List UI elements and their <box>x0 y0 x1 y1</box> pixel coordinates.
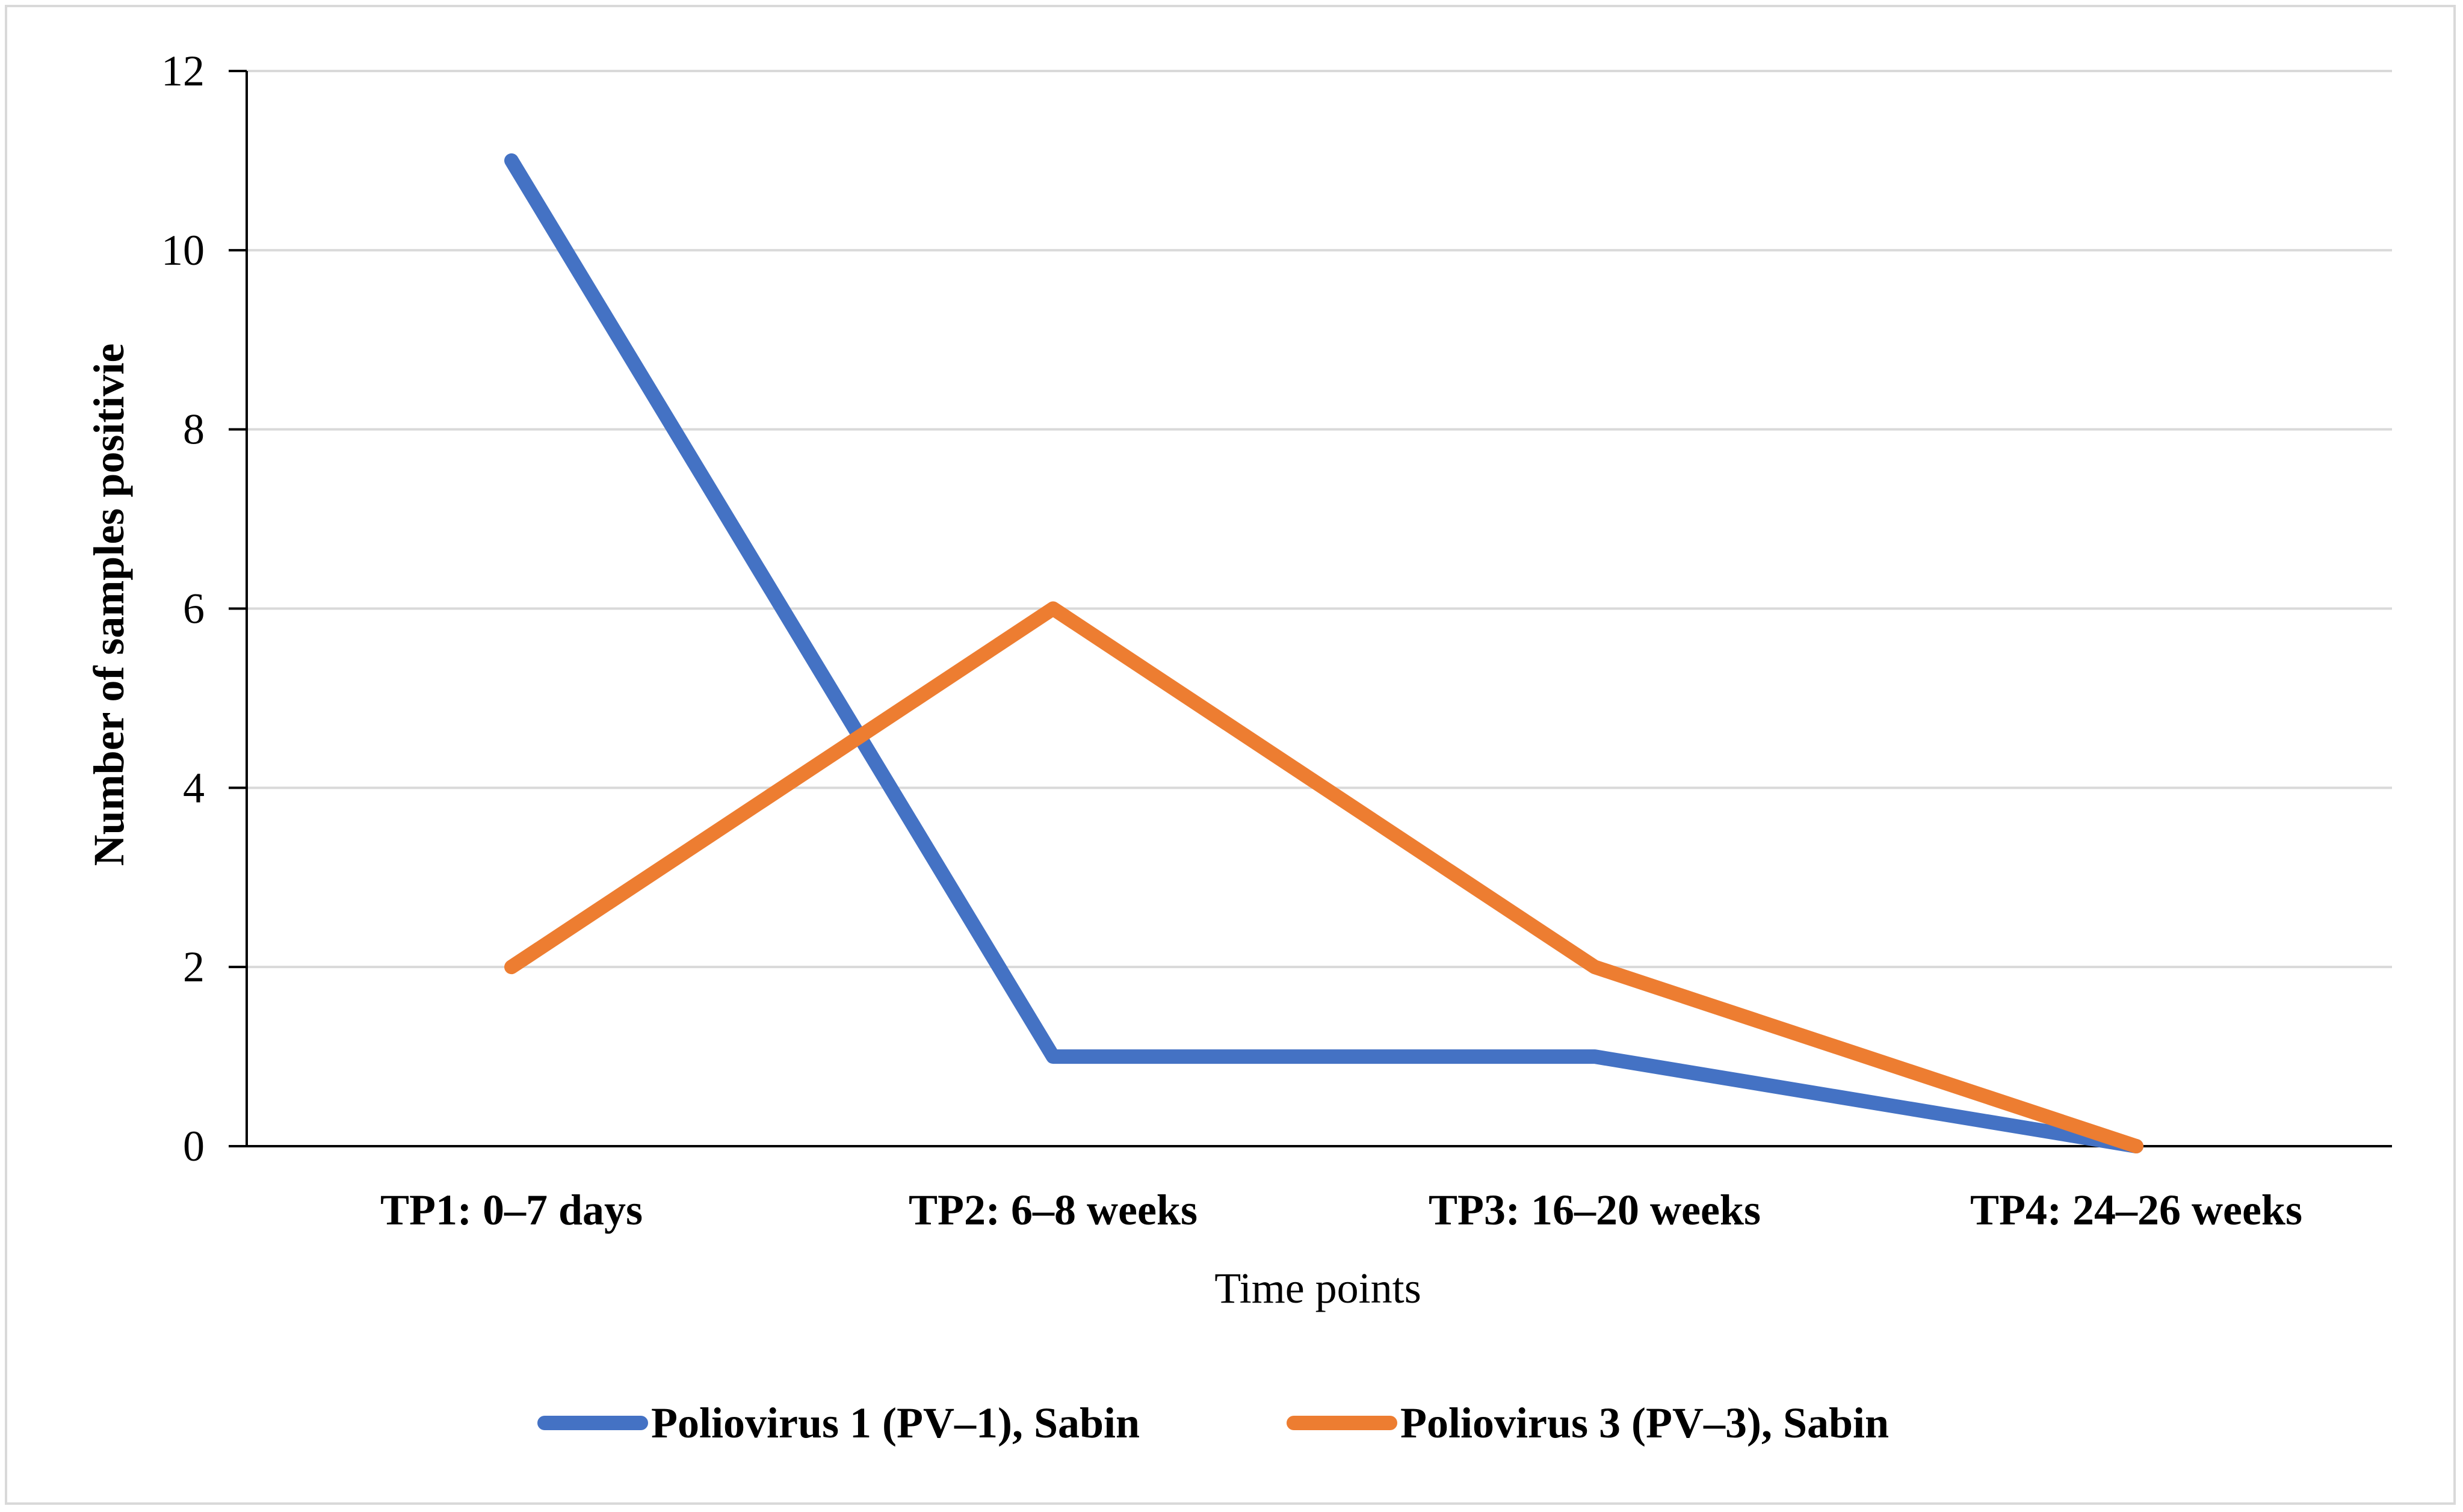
series-line-2 <box>504 601 2143 1153</box>
x-tick-label-1: TP1: 0–7 days <box>380 1186 643 1234</box>
legend-label-1: Poliovirus 1 (PV–1), Sabin <box>651 1399 1140 1447</box>
x-tick-label-2: TP2: 6–8 weeks <box>909 1186 1198 1234</box>
gridlines <box>247 70 2392 969</box>
series-lines <box>504 153 2143 1153</box>
x-axis-tick-labels: TP1: 0–7 days TP2: 6–8 weeks TP3: 16–20 we… <box>380 1186 2302 1234</box>
series-line-1 <box>504 153 2143 1153</box>
y-tick-label-6: 6 <box>183 585 205 633</box>
y-tick-label-10: 10 <box>161 226 205 274</box>
legend: Poliovirus 1 (PV–1), Sabin Poliovirus 3 (… <box>537 1399 1889 1447</box>
y-tick-label-0: 0 <box>183 1122 205 1170</box>
x-axis-title: Time points <box>1214 1264 1421 1312</box>
legend-label-2: Poliovirus 3 (PV–3), Sabin <box>1400 1399 1889 1447</box>
y-axis-ticks: 0 2 4 6 8 10 12 <box>161 47 247 1170</box>
x-tick-label-3: TP3: 16–20 weeks <box>1429 1186 1761 1234</box>
chart-frame <box>5 5 2456 1505</box>
y-tick-label-2: 2 <box>183 943 205 991</box>
y-tick-label-4: 4 <box>183 764 205 812</box>
x-tick-label-4: TP4: 24–26 weeks <box>1970 1186 2302 1234</box>
y-axis-title: Number of samples positivie <box>85 344 133 866</box>
y-tick-label-8: 8 <box>183 406 205 454</box>
y-tick-label-12: 12 <box>161 47 205 95</box>
